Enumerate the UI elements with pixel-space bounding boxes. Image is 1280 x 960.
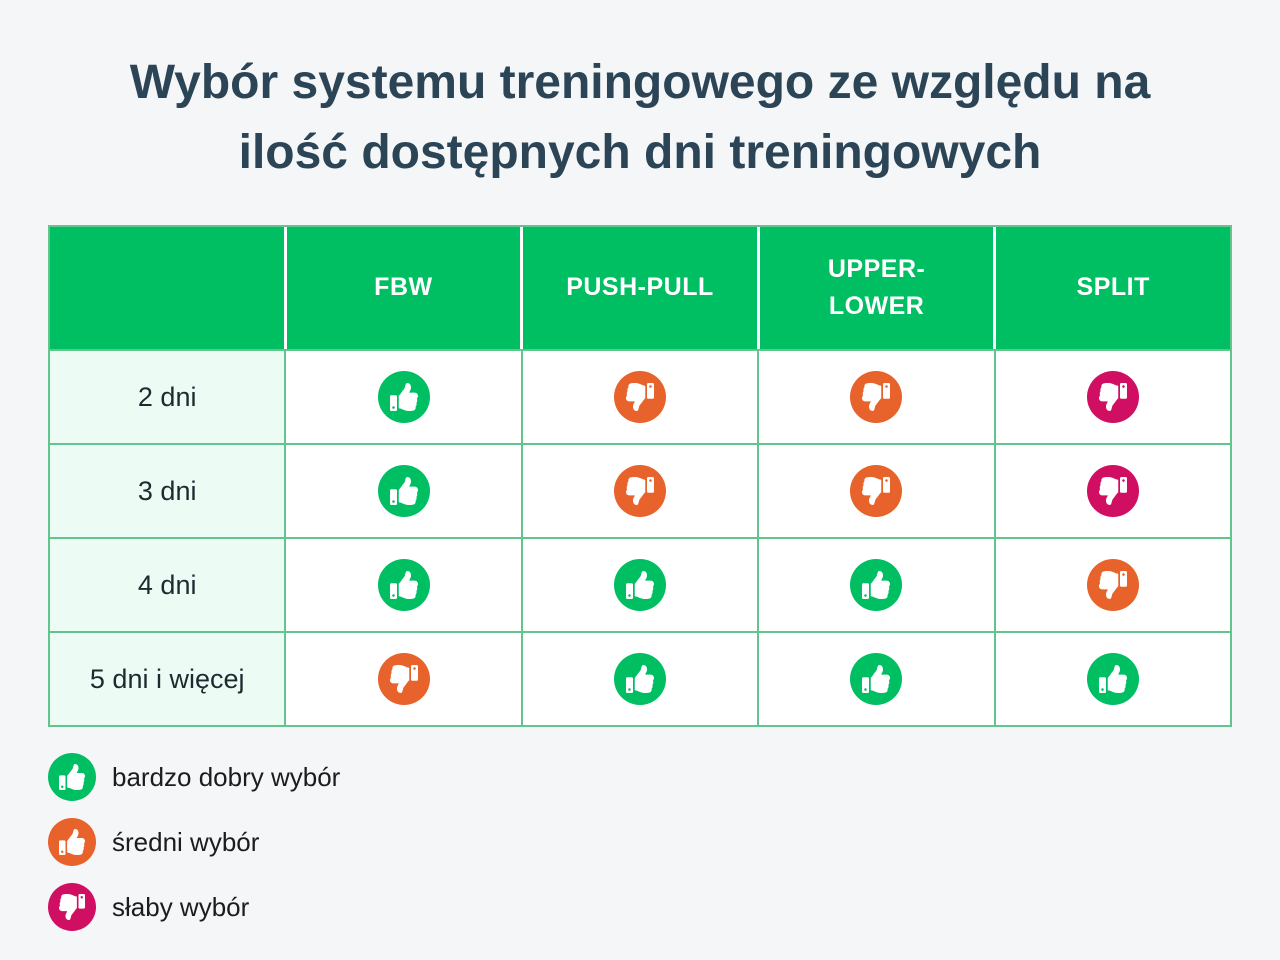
rating-cell [522, 351, 758, 444]
thumb-up-icon [377, 371, 430, 424]
thumb-up-icon [377, 465, 430, 518]
legend-label: słaby wybór [112, 891, 250, 922]
rating-cell [759, 445, 994, 538]
title-block: Wybór systemu treningowego ze względu na… [0, 0, 1280, 187]
thumb-down-icon [850, 371, 903, 424]
thumb-down-icon [613, 465, 666, 518]
table-row: 2 dni [50, 351, 1230, 444]
thumb-down-icon [1086, 559, 1139, 612]
row-label: 2 dni [137, 381, 197, 412]
legend: bardzo dobry wybór średni wybór słaby wybó… [48, 753, 1280, 932]
table-row: 5 dni i więcej [50, 633, 1230, 726]
column-header: PUSH-PULL [523, 227, 757, 350]
row-label-cell: 5 dni i więcej [50, 633, 285, 726]
rating-cell [995, 633, 1230, 726]
thumb-down-icon [613, 371, 666, 424]
rating-cell [522, 445, 758, 538]
thumb-up-icon [850, 653, 903, 706]
rating-cell [522, 539, 758, 632]
row-label: 5 dni i więcej [89, 663, 245, 694]
legend-item: średni wybór [48, 818, 1280, 867]
column-header: FBW [286, 227, 521, 350]
legend-item: słaby wybór [48, 883, 1280, 932]
rating-cell [995, 351, 1230, 444]
thumb-up-icon [850, 559, 903, 612]
thumb-up-icon [377, 559, 430, 612]
rating-cell [759, 633, 994, 726]
page-title-line1: Wybór systemu treningowego ze względu na [129, 56, 1151, 109]
rating-cell [995, 445, 1230, 538]
page-title-line2: ilość dostępnych dni treningowych [238, 125, 1042, 179]
row-label-cell: 2 dni [50, 351, 285, 444]
thumb-up-icon [48, 753, 96, 802]
rating-cell [286, 633, 521, 726]
row-label: 4 dni [137, 569, 197, 600]
thumb-up-icon [1086, 653, 1139, 706]
page-title: Wybór systemu treningowego ze względu na… [0, 48, 1280, 187]
thumb-down-icon [1086, 371, 1139, 424]
thumb-down-icon [48, 883, 96, 932]
row-label-cell: 4 dni [50, 539, 285, 632]
table-row: 3 dni [50, 445, 1230, 538]
table-row: 4 dni [50, 539, 1230, 632]
thumb-down-icon [377, 653, 430, 706]
comparison-table: FBW PUSH-PULL UPPER- LOWER SPLIT 2 dni 3 dni… [48, 225, 1232, 728]
thumb-down-icon [1086, 465, 1139, 518]
legend-label: średni wybór [112, 826, 260, 857]
legend-label: bardzo dobry wybór [112, 761, 341, 792]
row-label: 3 dni [137, 475, 197, 506]
column-header: SPLIT [996, 227, 1230, 350]
table-header-row: FBW PUSH-PULL UPPER- LOWER SPLIT [50, 227, 1230, 350]
rating-cell [759, 351, 994, 444]
rating-cell [286, 445, 521, 538]
row-label-cell: 3 dni [50, 445, 285, 538]
thumb-up-icon [613, 653, 666, 706]
thumb-up-icon [48, 818, 96, 867]
thumb-down-icon [850, 465, 903, 518]
infographic-page: Wybór systemu treningowego ze względu na… [0, 0, 1280, 932]
column-header: UPPER- LOWER [759, 227, 994, 350]
header-cell-corner [50, 227, 284, 350]
rating-cell [759, 539, 994, 632]
rating-cell [286, 539, 521, 632]
rating-cell [286, 351, 521, 444]
table-body: 2 dni 3 dni 4 dni 5 dni i więcej [50, 349, 1230, 726]
rating-cell [995, 539, 1230, 632]
thumb-up-icon [613, 559, 666, 612]
legend-item: bardzo dobry wybór [48, 753, 1280, 802]
rating-cell [522, 633, 758, 726]
